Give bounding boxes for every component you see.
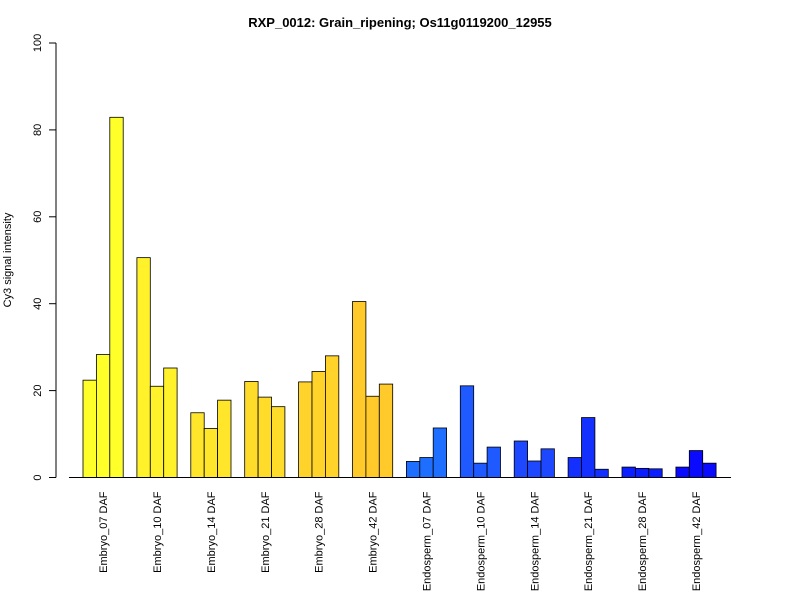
bar xyxy=(82,379,97,478)
bar xyxy=(688,450,704,478)
x-category-label: Embryo_07 DAF xyxy=(98,491,110,573)
bars xyxy=(82,116,717,478)
bar xyxy=(527,460,542,478)
bar xyxy=(324,355,340,478)
bar xyxy=(149,385,165,478)
x-category-label: Embryo_14 DAF xyxy=(206,491,218,573)
y-tick-label: 20 xyxy=(32,384,44,396)
bar xyxy=(594,468,609,478)
bar xyxy=(163,367,178,478)
x-category-label: Embryo_42 DAF xyxy=(368,491,380,573)
bar xyxy=(352,301,367,478)
y-axis-label: Cy3 signal intensity xyxy=(2,212,14,307)
x-category-label: Embryo_28 DAF xyxy=(314,491,326,573)
bar xyxy=(567,457,582,478)
bar xyxy=(486,446,501,478)
bar xyxy=(311,371,326,478)
y-tick-label: 80 xyxy=(32,124,44,136)
x-category-label: Endosperm_28 DAF xyxy=(637,491,649,591)
bar xyxy=(217,399,232,478)
bar xyxy=(473,462,488,478)
bar xyxy=(298,381,313,478)
bar xyxy=(540,448,555,478)
bar xyxy=(581,417,596,478)
x-category-label: Endosperm_21 DAF xyxy=(583,491,595,591)
bar xyxy=(675,466,690,478)
y-tick-label: 100 xyxy=(32,34,44,52)
bar xyxy=(621,466,636,478)
x-category-label: Endosperm_14 DAF xyxy=(529,491,541,591)
bar xyxy=(513,440,529,478)
y-axis: 0 20 40 60 80 100 xyxy=(32,34,57,481)
bar xyxy=(405,461,421,478)
bar xyxy=(96,354,111,478)
bar xyxy=(419,457,434,478)
x-category-label: Endosperm_10 DAF xyxy=(475,491,487,591)
bar xyxy=(190,412,205,478)
bar xyxy=(635,467,650,478)
bar xyxy=(648,468,663,478)
y-tick-label: 0 xyxy=(32,474,44,480)
bar xyxy=(271,406,286,478)
bar xyxy=(136,257,151,478)
x-category-label: Embryo_21 DAF xyxy=(260,491,272,573)
bar xyxy=(365,395,380,478)
x-category-labels: Embryo_07 DAF Embryo_10 DAF Embryo_14 DAF E… xyxy=(98,491,703,591)
y-tick-label: 60 xyxy=(32,211,44,223)
bar xyxy=(109,116,124,478)
x-category-label: Embryo_10 DAF xyxy=(152,491,164,573)
bar xyxy=(244,381,259,478)
bar xyxy=(257,396,272,478)
chart-title: RXP_0012: Grain_ripening; Os11g0119200_1… xyxy=(248,15,552,30)
y-tick-label: 40 xyxy=(32,298,44,310)
bar xyxy=(432,427,448,478)
bar xyxy=(203,428,218,478)
bar xyxy=(378,383,394,478)
bar xyxy=(459,385,475,478)
bar xyxy=(702,462,717,478)
x-category-label: Endosperm_07 DAF xyxy=(422,491,434,591)
x-category-label: Endosperm_42 DAF xyxy=(691,491,703,591)
